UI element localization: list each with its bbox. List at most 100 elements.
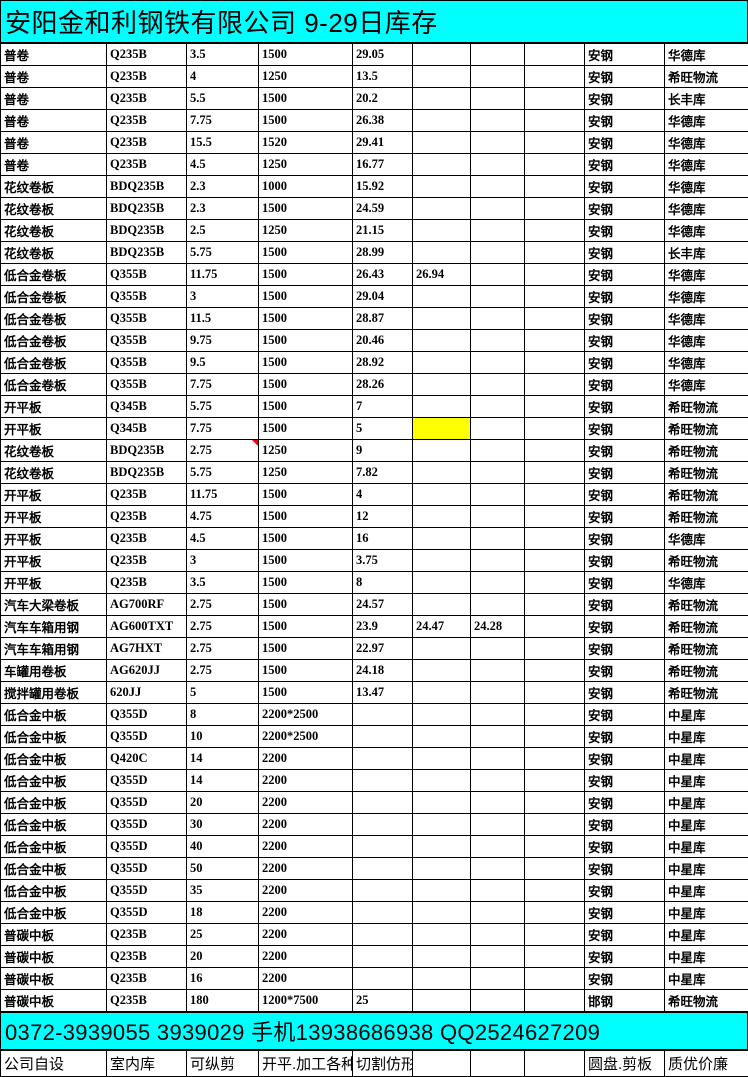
cell [413,198,471,220]
table-row: 低合金中板Q355D182200安钢中星库 [1,902,748,924]
cell: 4 [187,66,259,88]
cell [471,836,525,858]
cell: 安钢 [585,308,665,330]
cell [413,704,471,726]
cell: 2200*2500 [259,704,353,726]
cell: 普卷 [1,110,107,132]
cell: 4 [353,484,413,506]
cell: 希旺物流 [665,396,748,418]
cell [413,66,471,88]
cell: 2200 [259,924,353,946]
cell: 26.43 [353,264,413,286]
cell: 安钢 [585,352,665,374]
cell: 1500 [259,484,353,506]
cell: 2.5 [187,220,259,242]
cell: 1500 [259,616,353,638]
cell: Q420C [107,748,187,770]
cell: 2200 [259,968,353,990]
cell [525,726,585,748]
table-row: 开平板Q235B4.5150016安钢华德库 [1,528,748,550]
cell: 安钢 [585,682,665,704]
cell [525,396,585,418]
cell: 华德库 [665,374,748,396]
table-row: 车罐用卷板AG620JJ2.75150024.18安钢希旺物流 [1,660,748,682]
cell [525,88,585,110]
footer-cell [413,1051,471,1077]
cell: 花纹卷板 [1,198,107,220]
cell: 9.5 [187,352,259,374]
cell: 2200 [259,792,353,814]
cell: 1250 [259,220,353,242]
cell: Q235B [107,990,187,1012]
cell: 普碳中板 [1,924,107,946]
cell: 汽车大梁卷板 [1,594,107,616]
cell: 24.57 [353,594,413,616]
cell [471,462,525,484]
table-row: 低合金中板Q355D402200安钢中星库 [1,836,748,858]
cell [413,308,471,330]
cell: 1500 [259,88,353,110]
cell [471,88,525,110]
cell: 29.41 [353,132,413,154]
cell: Q355B [107,286,187,308]
cell [525,110,585,132]
cell [353,748,413,770]
cell: 长丰库 [665,88,748,110]
cell: Q355B [107,264,187,286]
cell [413,990,471,1012]
cell: 低合金卷板 [1,286,107,308]
cell: 华德库 [665,220,748,242]
cell [471,770,525,792]
cell [525,176,585,198]
cell: 华德库 [665,154,748,176]
cell: 搅拌罐用卷板 [1,682,107,704]
table-row: 低合金卷板Q355B9.5150028.92安钢华德库 [1,352,748,374]
cell: Q235B [107,506,187,528]
cell: 华德库 [665,528,748,550]
cell [471,968,525,990]
cell: 安钢 [585,440,665,462]
cell [525,154,585,176]
cell: 普碳中板 [1,968,107,990]
cell [353,968,413,990]
cell: 1250 [259,440,353,462]
cell: 希旺物流 [665,990,748,1012]
cell: 低合金中板 [1,770,107,792]
cell [525,594,585,616]
cell [471,66,525,88]
cell [413,528,471,550]
footer-cell [525,1051,585,1077]
cell: 中星库 [665,902,748,924]
cell [525,132,585,154]
cell: 2.3 [187,176,259,198]
cell: 安钢 [585,726,665,748]
cell: 1500 [259,264,353,286]
cell [471,176,525,198]
cell [525,638,585,660]
cell: 安钢 [585,924,665,946]
cell: 2200 [259,836,353,858]
cell: 3 [187,286,259,308]
cell: 16 [187,968,259,990]
table-row: 汽车车箱用钢AG600TXT2.75150023.924.4724.28安钢希旺… [1,616,748,638]
table-row: 普卷Q235B4.5125016.77安钢华德库 [1,154,748,176]
cell: 2200 [259,880,353,902]
cell [471,352,525,374]
cell [525,418,585,440]
table-row: 低合金中板Q355D102200*2500安钢中星库 [1,726,748,748]
table-row: 普卷Q235B4125013.5安钢希旺物流 [1,66,748,88]
cell [413,132,471,154]
cell: Q235B [107,572,187,594]
cell [525,374,585,396]
cell [471,330,525,352]
cell: 14 [187,748,259,770]
table-row: 花纹卷板BDQ235B2.5125021.15安钢华德库 [1,220,748,242]
cell: 28.26 [353,374,413,396]
cell: 2200 [259,770,353,792]
cell: 普卷 [1,154,107,176]
cell [525,902,585,924]
cell [471,154,525,176]
table-row: 低合金卷板Q355B3150029.04安钢华德库 [1,286,748,308]
cell: 9 [353,440,413,462]
cell: 2.75 [187,616,259,638]
